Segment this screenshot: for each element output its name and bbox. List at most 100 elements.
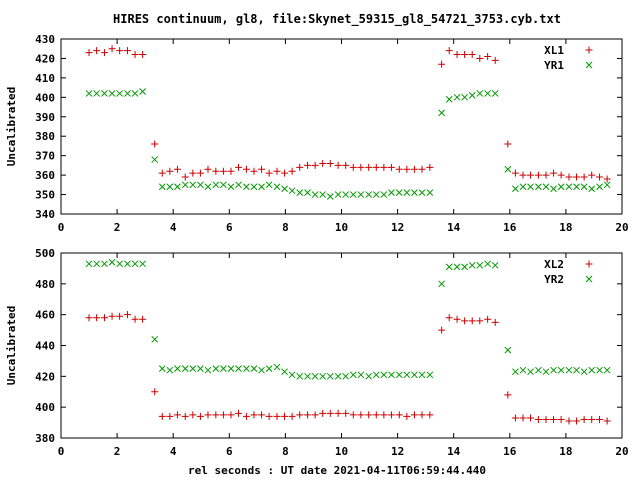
data-point [410,411,418,419]
data-point [491,56,499,64]
data-point [212,181,220,189]
legend-label: XL2 [544,258,564,271]
data-point [476,90,484,97]
data-point [519,171,527,179]
data-point [573,366,580,374]
data-point [158,169,166,177]
data-point [181,412,189,420]
data-point [100,49,108,57]
data-point [189,169,197,177]
data-point [461,317,469,325]
data-point [596,183,603,191]
legend-marker [585,275,593,283]
data-point [588,185,596,193]
data-point [281,412,289,420]
data-point [588,416,596,423]
data-point [212,411,220,419]
data-point [403,371,411,379]
data-point [265,365,273,372]
data-point [311,411,319,419]
data-point [265,412,273,420]
data-point [319,409,327,417]
data-point [365,191,373,198]
data-point [395,371,403,379]
x-tick-label: 2 [114,221,121,234]
data-point [573,183,580,191]
data-point [258,183,265,191]
x-tick-label: 0 [58,445,65,458]
data-point [357,411,365,419]
data-point [139,260,146,268]
data-point [365,372,373,380]
data-point [603,181,611,189]
legend-marker [585,46,593,54]
data-point [334,372,342,380]
data-point [445,95,453,103]
data-point [189,181,197,189]
x-tick-label: 16 [503,221,517,234]
data-point [410,165,418,173]
data-point [534,416,542,423]
data-point [220,365,227,372]
data-point [403,412,411,420]
data-point [342,409,350,417]
data-point [189,365,197,372]
y-tick-label: 380 [35,432,55,445]
series-yr1 [85,88,611,200]
legend-marker [585,260,593,268]
data-point [380,163,388,171]
data-point [484,315,492,323]
data-point [242,165,250,173]
data-point [151,335,159,343]
data-point [273,183,281,191]
data-point [273,363,281,371]
data-point [196,412,204,420]
data-point [151,156,159,163]
data-point [93,47,101,55]
data-point [158,183,166,191]
data-point [281,368,288,376]
data-point [288,412,296,420]
data-point [588,366,596,374]
data-point [131,51,139,59]
data-point [527,368,534,376]
data-point [557,183,565,191]
data-point [519,414,527,422]
data-point [227,183,235,191]
data-point [100,314,108,322]
data-point [108,312,116,320]
data-point [101,90,108,97]
data-point [288,167,296,175]
data-point [418,165,426,173]
data-point [512,368,519,376]
data-point [438,109,445,117]
data-point [166,167,174,175]
data-point [468,51,476,59]
x-tick-label: 12 [391,445,404,458]
data-point [484,53,492,60]
data-point [173,165,181,173]
series-xl2 [85,311,611,425]
x-tick-label: 14 [447,221,461,234]
data-point [580,416,588,423]
data-point [116,90,123,97]
x-tick-label: 6 [226,445,233,458]
data-point [550,366,557,374]
data-point [453,315,461,323]
data-point [304,189,311,196]
legend-marker [585,61,593,69]
y-axis-label: Uncalibrated [5,306,18,385]
data-point [93,314,101,322]
data-point [334,161,342,169]
data-point [461,263,468,271]
data-point [484,260,491,268]
series-xl1 [85,45,611,183]
data-point [445,263,453,271]
data-point [166,183,174,191]
plot-frame [60,252,623,439]
data-point [504,391,512,399]
data-point [484,90,491,97]
y-tick-label: 480 [35,278,55,291]
x-tick-label: 20 [615,221,628,234]
data-point [288,187,296,195]
